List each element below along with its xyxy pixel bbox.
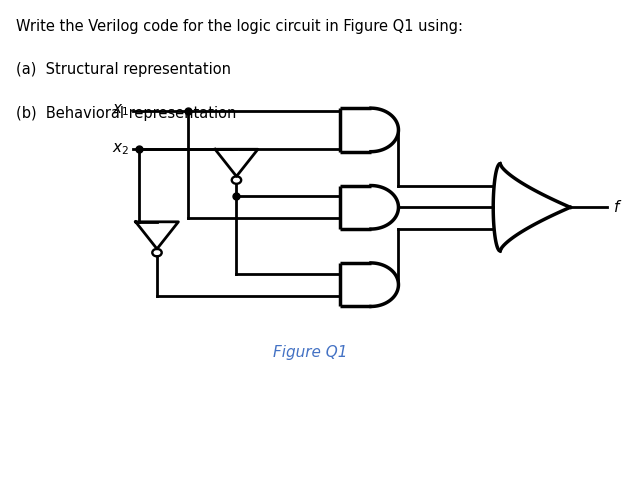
Text: $f$: $f$ — [613, 199, 623, 215]
Text: $x_1$: $x_1$ — [112, 103, 130, 119]
Text: (b)  Behavioral representation: (b) Behavioral representation — [16, 106, 237, 121]
Text: Write the Verilog code for the logic circuit in Figure Q1 using:: Write the Verilog code for the logic cir… — [16, 19, 463, 33]
Text: $x_2$: $x_2$ — [112, 141, 130, 157]
Text: Figure Q1: Figure Q1 — [273, 345, 347, 360]
Text: (a)  Structural representation: (a) Structural representation — [16, 62, 231, 77]
